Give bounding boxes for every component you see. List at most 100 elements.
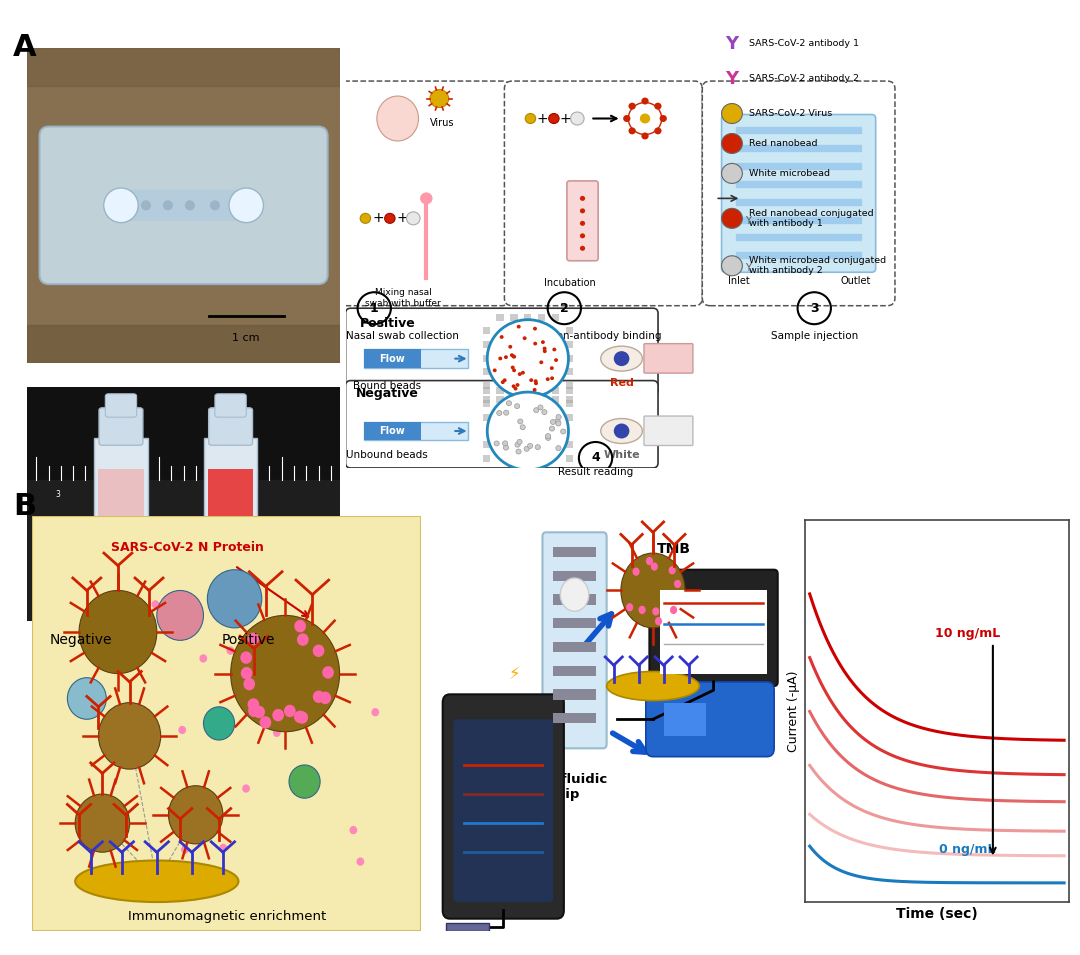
Circle shape: [320, 691, 332, 704]
Circle shape: [552, 348, 556, 351]
Circle shape: [654, 127, 662, 135]
Circle shape: [79, 590, 157, 673]
Text: +: +: [373, 211, 383, 225]
Circle shape: [229, 188, 264, 223]
Bar: [524, 313, 531, 321]
Text: +: +: [559, 112, 571, 125]
Circle shape: [512, 354, 515, 358]
Bar: [27, 480, 340, 621]
Circle shape: [516, 449, 522, 454]
Circle shape: [284, 705, 296, 717]
Circle shape: [512, 369, 516, 372]
FancyBboxPatch shape: [118, 189, 249, 222]
Ellipse shape: [600, 346, 643, 371]
Circle shape: [529, 378, 534, 382]
Circle shape: [497, 411, 502, 415]
Circle shape: [570, 112, 584, 125]
Circle shape: [539, 360, 543, 364]
Bar: [737, 199, 861, 204]
Bar: [511, 313, 517, 321]
Bar: [497, 313, 503, 321]
Circle shape: [629, 127, 636, 135]
Bar: [553, 713, 596, 724]
Text: SARS-CoV-2 antibody 1: SARS-CoV-2 antibody 1: [750, 39, 860, 48]
Circle shape: [514, 387, 517, 391]
Circle shape: [652, 607, 660, 616]
Text: Red nanobead: Red nanobead: [750, 139, 818, 148]
Circle shape: [521, 425, 525, 430]
Bar: [553, 690, 596, 700]
Circle shape: [654, 617, 662, 626]
Text: 22: 22: [247, 490, 257, 499]
Bar: [566, 382, 573, 389]
Circle shape: [721, 103, 742, 123]
Circle shape: [543, 350, 546, 353]
Bar: [364, 350, 421, 368]
FancyBboxPatch shape: [346, 381, 658, 468]
Bar: [553, 666, 596, 676]
Circle shape: [556, 414, 562, 419]
Circle shape: [176, 621, 184, 629]
Bar: [483, 382, 490, 389]
Circle shape: [67, 678, 106, 719]
Circle shape: [512, 384, 515, 388]
Bar: [483, 455, 490, 462]
Circle shape: [545, 435, 551, 440]
FancyBboxPatch shape: [208, 408, 253, 445]
Circle shape: [420, 192, 433, 204]
Circle shape: [510, 353, 514, 357]
Circle shape: [621, 553, 685, 627]
Circle shape: [502, 441, 508, 446]
Circle shape: [580, 208, 585, 213]
Circle shape: [534, 342, 537, 346]
Bar: [737, 181, 861, 187]
Circle shape: [534, 379, 538, 383]
Circle shape: [207, 570, 261, 627]
Text: Positive: Positive: [221, 633, 275, 647]
Text: Negative: Negative: [50, 633, 112, 647]
Circle shape: [629, 102, 636, 110]
Bar: [483, 395, 490, 403]
Circle shape: [294, 711, 306, 723]
Circle shape: [550, 426, 555, 431]
Text: SARS-CoV-2 Virus: SARS-CoV-2 Virus: [750, 109, 833, 118]
Bar: [27, 325, 340, 363]
Circle shape: [527, 443, 532, 449]
Text: Virus: Virus: [430, 117, 455, 128]
Text: Y: Y: [726, 70, 739, 88]
Text: Microfluidic
chip: Microfluidic chip: [519, 774, 608, 801]
Text: Red nanobead conjugated
with antibody 1: Red nanobead conjugated with antibody 1: [750, 208, 874, 228]
Bar: [553, 570, 596, 581]
Bar: [566, 354, 573, 362]
Text: Unbound beads: Unbound beads: [347, 451, 428, 460]
Bar: [483, 441, 490, 448]
Circle shape: [289, 765, 320, 798]
Circle shape: [127, 733, 135, 741]
Text: Inlet: Inlet: [728, 276, 750, 286]
Circle shape: [294, 620, 306, 632]
Circle shape: [517, 439, 522, 444]
Circle shape: [487, 393, 568, 470]
Circle shape: [507, 401, 512, 406]
Circle shape: [514, 404, 519, 409]
Bar: [552, 469, 559, 476]
Circle shape: [651, 562, 658, 571]
Bar: [737, 163, 861, 169]
X-axis label: Time (sec): Time (sec): [896, 906, 977, 921]
FancyBboxPatch shape: [567, 180, 598, 261]
Circle shape: [549, 114, 559, 123]
Circle shape: [511, 366, 515, 370]
Text: B: B: [13, 492, 36, 520]
Circle shape: [313, 690, 324, 703]
Text: Nasal swab collection: Nasal swab collection: [347, 330, 459, 341]
Bar: [737, 217, 861, 223]
Circle shape: [350, 826, 357, 835]
Circle shape: [494, 441, 499, 446]
Text: Incubation: Incubation: [543, 278, 595, 288]
Circle shape: [248, 705, 260, 717]
FancyBboxPatch shape: [346, 308, 658, 395]
Circle shape: [516, 325, 521, 329]
Circle shape: [503, 445, 509, 450]
Circle shape: [534, 408, 539, 413]
Circle shape: [561, 429, 566, 434]
